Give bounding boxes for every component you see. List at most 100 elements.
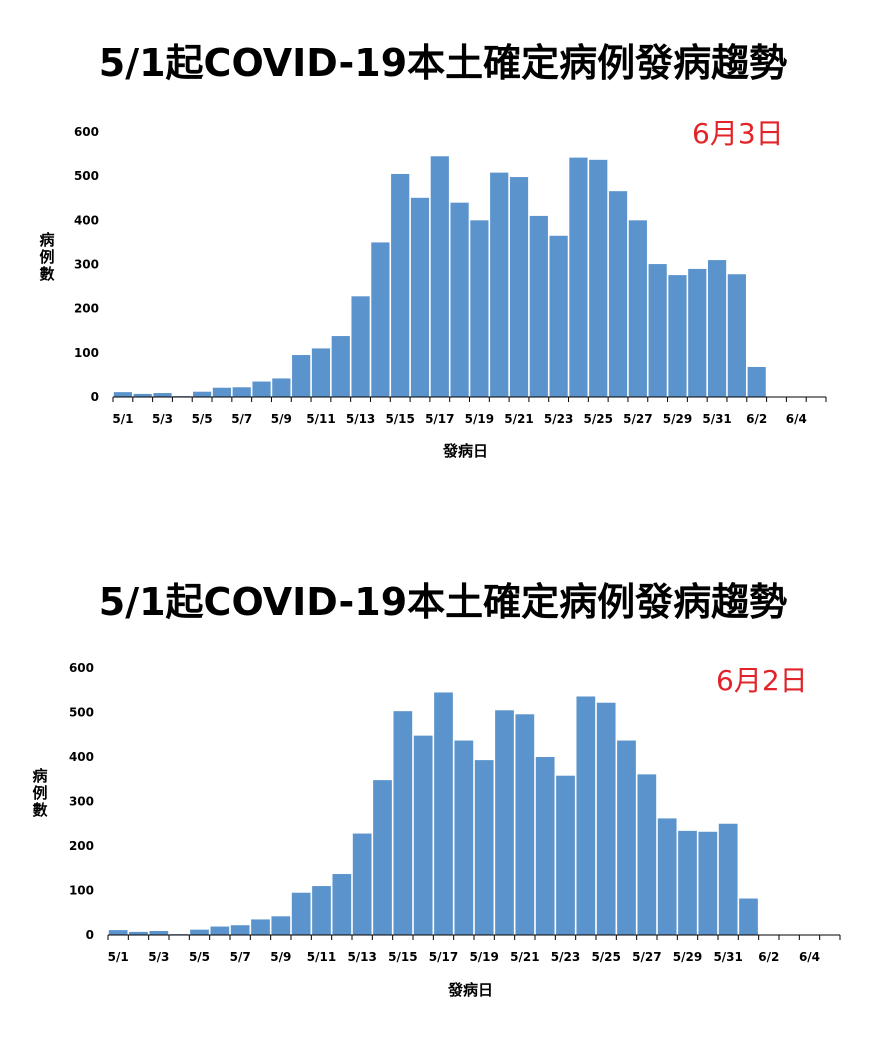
bar-5/11 [311,348,331,397]
bar-5/9 [271,916,291,935]
bar-5/23 [556,775,575,935]
x-axis-label: 發病日 [443,442,489,460]
bar-5/25 [596,702,616,935]
bar-5/20 [490,172,509,397]
x-tick-label: 5/17 [425,412,454,426]
bar-5/28 [657,818,677,935]
bar-5/3 [153,393,172,397]
bar-5/19 [474,760,494,935]
bar-5/27 [628,220,647,397]
x-tick-label: 5/19 [465,412,494,426]
y-tick-label: 100 [74,346,99,360]
bar-5/17 [434,692,453,935]
y-tick-label: 200 [74,302,99,316]
bar-6/2 [747,366,766,397]
bar-5/9 [272,378,291,397]
y-tick-label: 500 [69,706,94,720]
bar-5/12 [331,336,350,397]
bar-5/8 [251,919,270,935]
x-tick-label: 5/31 [702,412,731,426]
x-tick-label: 6/2 [758,950,779,964]
bar-5/5 [190,929,209,935]
bar-chart-plot: 5/1 5/3 5/5 5/7 5/9 5/11 5/13 5/15 5/17 5/19 5/21 5… [69,661,841,964]
bar-chart-plot: 5/1 5/3 5/5 5/7 5/9 5/11 5/13 5/15 5/17 5/19 5/21 5… [74,125,827,426]
bar-5/24 [576,696,596,935]
y-tick-label: 0 [86,928,94,942]
bar-5/17 [430,156,449,397]
bar-6/1 [739,898,758,935]
x-tick-label: 5/27 [623,412,652,426]
y-tick-label: 200 [69,839,94,853]
chart-title: 5/1起COVID-19本土確定病例發病趨勢 [98,580,788,624]
y-tick-label: 400 [69,750,94,764]
x-tick-label: 5/29 [673,950,702,964]
y-tick-label: 100 [69,884,94,898]
bar-5/24 [569,157,588,397]
bar-5/22 [529,215,548,397]
bar-5/27 [637,774,657,935]
bar-5/15 [393,711,413,935]
x-tick-label: 5/5 [189,950,210,964]
x-tick-label: 5/25 [591,950,620,964]
chart-date-label: 6月3日 [692,117,784,150]
y-tick-label: 300 [74,258,99,272]
x-tick-label: 5/7 [230,950,251,964]
chart-panel-top: 5/1起COVID-19本土確定病例發病趨勢 6月3日 病例數 發病日 5/1 5… [39,41,827,460]
bar-5/22 [535,757,555,935]
bar-5/13 [351,296,370,397]
bar-5/25 [589,159,608,397]
bar-5/7 [230,925,250,935]
bar-5/23 [549,235,568,397]
bar-5/21 [515,714,535,935]
x-tick-label: 6/2 [746,412,767,426]
bar-5/6 [212,387,232,397]
x-tick-label: 5/9 [270,950,291,964]
bar-5/19 [470,220,489,397]
chart-title: 5/1起COVID-19本土確定病例發病趨勢 [98,41,788,85]
x-tick-label: 5/29 [663,412,692,426]
bar-5/30 [698,831,718,935]
x-tick-label: 5/19 [469,950,498,964]
bar-5/2 [129,931,148,935]
bar-5/30 [688,268,707,397]
bar-5/21 [509,177,529,397]
bar-5/1 [108,930,128,935]
bar-5/20 [495,710,514,935]
bar-5/18 [454,740,474,935]
x-tick-label: 5/11 [306,412,335,426]
y-axis-label: 病例數 [32,767,48,819]
bar-5/7 [232,387,251,397]
bar-5/29 [678,830,697,935]
x-tick-label: 5/11 [307,950,336,964]
bar-5/14 [371,242,390,397]
x-tick-label: 5/23 [551,950,580,964]
y-tick-label: 600 [69,661,94,675]
x-tick-label: 5/21 [510,950,539,964]
bar-5/5 [193,391,212,397]
bar-5/26 [608,191,628,397]
x-tick-label: 5/15 [388,950,417,964]
x-tick-label: 5/13 [346,412,375,426]
bar-5/13 [352,833,372,935]
x-tick-label: 5/1 [112,412,133,426]
bar-5/10 [292,355,311,397]
x-tick-label: 6/4 [799,950,820,964]
bar-5/16 [410,197,430,397]
x-tick-label: 6/4 [786,412,807,426]
y-tick-label: 300 [69,795,94,809]
y-tick-label: 500 [74,169,99,183]
bar-5/31 [718,823,738,935]
bar-5/6 [210,926,230,935]
x-tick-label: 5/25 [584,412,613,426]
bar-5/15 [391,173,410,397]
x-tick-label: 5/9 [271,412,292,426]
chart-date-label: 6月2日 [716,664,808,697]
bar-5/18 [450,202,469,397]
x-tick-label: 5/21 [504,412,533,426]
bar-5/16 [413,735,433,935]
x-tick-label: 5/23 [544,412,573,426]
bar-5/1 [113,392,133,397]
x-tick-label: 5/5 [192,412,213,426]
y-axis-label: 病例數 [39,231,55,283]
x-tick-label: 5/13 [347,950,376,964]
